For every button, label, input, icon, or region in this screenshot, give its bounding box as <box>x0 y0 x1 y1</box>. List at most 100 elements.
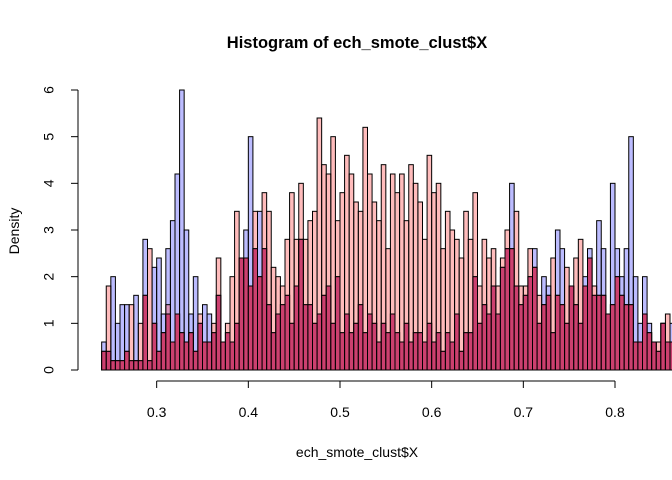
bar-overlap <box>325 285 332 371</box>
bar-overlap <box>270 332 277 371</box>
x-tick-label: 0.3 <box>147 404 167 420</box>
x-tick-label: 0.5 <box>330 404 350 420</box>
bar-overlap <box>234 322 240 371</box>
bar-overlap <box>192 350 199 371</box>
bar-overlap <box>362 332 369 371</box>
bar-overlap <box>101 350 107 371</box>
bar-overlap <box>110 360 116 371</box>
bar-overlap <box>628 304 634 371</box>
x-tick-label: 0.4 <box>239 404 259 420</box>
bar-overlap <box>596 294 602 371</box>
bar-overlap <box>623 304 630 371</box>
bar-overlap <box>403 322 410 371</box>
bar-overlap <box>220 341 226 371</box>
bar-overlap <box>197 322 203 371</box>
bar-overlap <box>495 313 501 371</box>
y-tick-label: 2 <box>41 273 57 281</box>
bar-overlap <box>367 313 373 371</box>
bar-overlap <box>275 313 281 371</box>
bar-overlap <box>422 341 428 371</box>
y-tick-label: 6 <box>41 86 57 94</box>
bar-overlap <box>344 313 350 371</box>
bar-overlap <box>247 285 254 371</box>
x-tick-label: 0.8 <box>605 404 625 420</box>
bar-overlap <box>174 313 181 371</box>
bar-overlap <box>119 360 126 371</box>
bar-overlap <box>357 304 364 371</box>
bar-overlap <box>417 332 424 371</box>
y-tick-label: 5 <box>41 133 57 141</box>
bar-overlap <box>545 294 552 371</box>
bar-overlap <box>614 276 621 371</box>
bar-overlap <box>156 350 162 371</box>
bar-overlap <box>467 332 474 371</box>
bar-overlap <box>266 304 272 371</box>
bar-overlap <box>293 285 300 371</box>
bar-overlap <box>431 341 437 371</box>
bar-overlap <box>532 266 538 371</box>
bar-blue <box>110 276 116 371</box>
bar-red <box>408 164 414 371</box>
bar-overlap <box>463 332 469 371</box>
bar-overlap <box>353 322 359 371</box>
bar-red <box>147 248 153 371</box>
bar-overlap <box>339 332 346 371</box>
bar-overlap <box>169 341 176 371</box>
chart-title: Histogram of ech_smote_clust$X <box>227 34 487 52</box>
bar-overlap <box>477 322 483 371</box>
y-axis: 0 1 2 3 4 5 6 <box>41 86 79 374</box>
bar-overlap <box>114 360 121 371</box>
y-axis-label: Density <box>6 208 22 255</box>
bar-overlap <box>408 341 414 371</box>
bar-overlap <box>183 341 190 371</box>
bar-overlap <box>587 257 593 371</box>
bar-overlap <box>609 304 616 371</box>
bar-overlap <box>564 322 570 371</box>
bar-overlap <box>298 238 304 371</box>
bar-overlap <box>215 294 222 371</box>
x-axis: 0.3 0.4 0.5 0.6 0.7 0.8 <box>147 380 625 420</box>
bar-overlap <box>509 248 515 371</box>
bar-overlap <box>669 341 672 371</box>
bar-overlap <box>224 332 231 371</box>
bar-overlap <box>577 322 584 371</box>
bar-overlap <box>536 322 543 371</box>
bar-overlap <box>449 341 456 371</box>
bar-overlap <box>124 350 130 371</box>
bar-overlap <box>646 332 653 371</box>
bar-overlap <box>252 248 258 371</box>
bar-overlap <box>389 313 396 371</box>
y-tick-label: 3 <box>41 226 57 234</box>
y-tick-label: 4 <box>41 179 57 187</box>
bar-overlap <box>257 276 263 371</box>
bar-overlap <box>385 332 391 371</box>
bar-blue <box>179 89 185 371</box>
bar-overlap <box>605 313 611 371</box>
bar-overlap <box>307 304 314 371</box>
bar-overlap <box>151 322 158 371</box>
bar-overlap <box>211 332 217 371</box>
bar-overlap <box>330 322 336 371</box>
bar-layer <box>101 89 672 371</box>
bar-overlap <box>522 294 529 371</box>
bar-overlap <box>147 360 153 371</box>
bar-overlap <box>380 322 387 371</box>
bar-overlap <box>202 341 208 371</box>
bar-overlap <box>573 304 579 371</box>
bar-overlap <box>312 322 318 371</box>
bar-overlap <box>637 341 643 371</box>
bar-overlap <box>600 294 607 371</box>
bar-overlap <box>105 350 112 371</box>
bar-overlap <box>394 332 401 371</box>
bar-overlap <box>591 294 598 371</box>
bar-overlap <box>499 266 506 371</box>
bar-overlap <box>481 304 488 371</box>
bar-overlap <box>348 332 355 371</box>
bar-overlap <box>655 350 662 371</box>
x-tick-label: 0.7 <box>514 404 534 420</box>
bar-overlap <box>660 322 666 371</box>
bar-overlap <box>376 341 382 371</box>
bar-overlap <box>504 248 511 371</box>
bar-overlap <box>619 294 625 371</box>
